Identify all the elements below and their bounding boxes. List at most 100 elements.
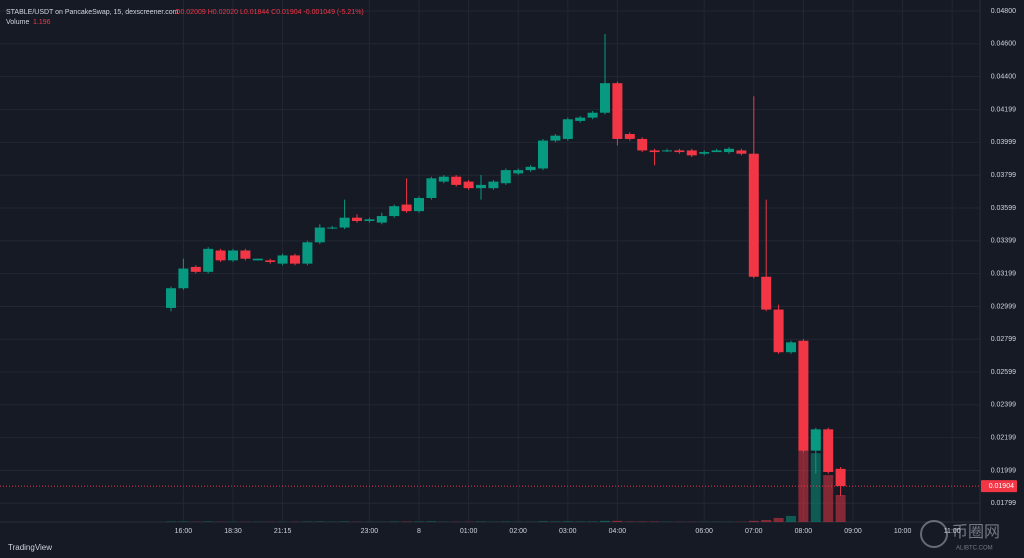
candle-body [786,342,796,353]
x-tick-label: 10:00 [894,528,912,535]
candle-body [314,227,325,243]
y-tick-label: 0.03399 [991,238,1016,245]
y-tick-label: 0.03199 [991,270,1016,277]
x-tick-label: 03:00 [559,528,577,535]
candle-body [426,178,437,199]
candle-body [810,429,821,451]
candle-body [302,242,313,264]
candle-body [414,198,424,212]
volume-bar [773,517,784,522]
candle-body [662,150,672,152]
x-tick-label: 16:00 [175,528,193,535]
y-tick-label: 0.04400 [991,73,1016,80]
candle-body [178,268,189,289]
candle-body [736,150,747,154]
volume-title: Volume [6,19,29,26]
candle-body [513,170,524,174]
branding[interactable]: TradingView [8,543,52,552]
volume-value: 1.196 [33,19,51,26]
volume-bar [798,450,809,522]
candle-body [538,140,548,169]
candle-body [823,429,834,472]
x-tick-label: 18:30 [224,528,242,535]
x-tick-label: 08:00 [795,528,813,535]
volume-bar [761,519,772,522]
candle-body [562,119,573,139]
x-tick-label: 8 [417,528,421,535]
candle-body [240,250,251,259]
watermark-sub: ALIBTC.COM [956,546,993,552]
candle-body [525,166,536,171]
candle-body [699,152,710,154]
candle-body [476,184,486,189]
candle-body [649,150,660,153]
candle-body [575,117,586,121]
candle-body [587,112,598,118]
volume-bar [835,495,846,522]
y-tick-label: 0.04800 [991,8,1016,15]
x-tick-label: 02:00 [509,528,527,535]
ohlc-legend: O0.02009 H0.02020 L0.01844 C0.01904 -0.0… [175,9,364,16]
candle-body [600,83,610,113]
y-tick-label: 0.02999 [991,303,1016,310]
y-tick-label: 0.01799 [991,500,1016,507]
candle-body [327,227,338,229]
candle-body [290,255,300,264]
y-tick-label: 0.02199 [991,435,1016,442]
watermark-logo [920,520,948,548]
candle-body [835,468,846,487]
x-tick-label: 21:15 [274,528,292,535]
x-tick-label: 06:00 [695,528,713,535]
candle-body [364,219,375,221]
x-tick-label: 01:00 [460,528,478,535]
candle-body [674,150,685,153]
watermark: 币圈网 [952,523,1000,541]
volume-bar [823,475,834,522]
candle-body [624,134,635,139]
candle-body [352,217,362,221]
y-tick-label: 0.02399 [991,402,1016,409]
y-tick-label: 0.03799 [991,172,1016,179]
x-tick-label: 09:00 [844,528,862,535]
candle-body [550,135,561,141]
candle-body [203,248,214,272]
y-tick-label: 0.04600 [991,41,1016,48]
candle-body [265,260,276,262]
candle-body [228,250,238,261]
candle-body [798,340,809,451]
x-tick-label: 23:00 [361,528,379,535]
volume-bar [612,520,623,522]
volume-bar [538,521,548,522]
candle-body [451,176,462,185]
y-tick-label: 0.04199 [991,106,1016,113]
x-tick-label: 11:00 [944,528,961,535]
volume-bar [600,520,610,522]
candle-body [339,217,350,228]
y-tick-label: 0.02799 [991,336,1016,343]
x-tick-label: 07:00 [745,528,763,535]
candle-body [190,266,201,272]
candle-body [252,258,263,261]
candle-body [488,181,499,189]
candle-body [438,176,449,182]
candle-body [773,309,784,353]
candle-body [612,83,623,139]
y-tick-label: 0.01999 [991,467,1016,474]
candle-body [637,138,648,151]
candle-body [686,150,697,156]
y-tick-label: 0.03999 [991,139,1016,146]
last-price-label: 0.01904 [989,483,1014,490]
volume-bar [562,521,573,522]
candle-body [463,181,474,189]
candle-body [166,288,176,308]
volume-bar [810,453,821,522]
candle-body [500,170,511,184]
last-price-tag [981,480,1017,493]
y-tick-label: 0.03599 [991,205,1016,212]
x-tick-label: 04:00 [609,528,627,535]
candle-body [748,153,759,277]
candle-body [389,206,400,217]
candle-body [724,148,734,153]
